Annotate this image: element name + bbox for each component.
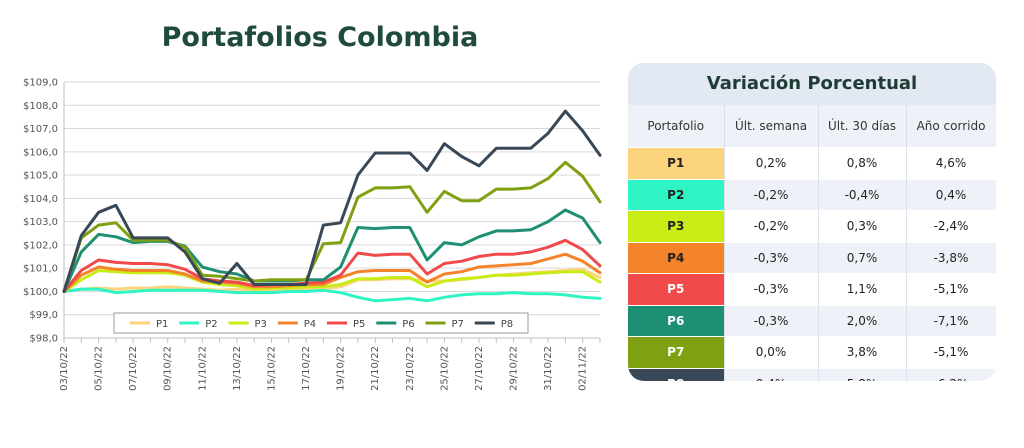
weekly-change-cell: -0,3%	[724, 273, 819, 305]
ytd-change-cell: -3,8%	[906, 241, 996, 274]
variation-table: Portafolio Últ. semana Últ. 30 días Año …	[628, 105, 996, 381]
portfolio-name-cell: P8	[628, 367, 725, 381]
weekly-change-cell: -0,2%	[724, 210, 819, 242]
legend: P1 P2 P3 P4 P5 P6 P7 P8	[113, 312, 529, 334]
table-row: P7 0,0% 3,8% -5,1%	[628, 336, 996, 368]
series-lines	[62, 109, 602, 303]
header-ult-30-dias: Últ. 30 días	[818, 105, 907, 148]
ytd-change-cell: 4,6%	[906, 147, 996, 179]
monthly-change-cell: 0,7%	[818, 241, 907, 274]
table-title: Variación Porcentual	[628, 63, 996, 105]
table-row: P4 -0,3% 0,7% -3,8%	[628, 241, 996, 274]
portfolio-name-cell: P4	[628, 241, 725, 274]
y-tick-label: $102,0	[23, 240, 58, 251]
portfolio-name-cell: P7	[628, 336, 725, 368]
portfolio-name-cell: P3	[628, 210, 725, 242]
legend-label-p2: P2	[205, 319, 217, 330]
x-tick-label: 21/10/22	[370, 346, 381, 391]
x-tick-label: 31/10/22	[543, 346, 554, 391]
y-tick-label: $103,0	[23, 217, 58, 228]
x-tick-label: 15/10/22	[266, 346, 277, 391]
x-tick-label: 11/10/22	[197, 346, 208, 391]
x-tick-label: 05/10/22	[94, 346, 105, 391]
x-tick-label: 07/10/22	[128, 346, 139, 391]
x-tick-label: 09/10/22	[163, 346, 174, 391]
legend-label-p4: P4	[304, 319, 316, 330]
portfolio-name-cell: P5	[628, 273, 725, 305]
table-row: P2 -0,2% -0,4% 0,4%	[628, 178, 996, 211]
monthly-change-cell: 0,8%	[818, 147, 907, 179]
monthly-change-cell: 1,1%	[818, 273, 907, 305]
legend-box	[113, 312, 529, 334]
monthly-change-cell: 2,0%	[818, 304, 907, 337]
series-line-p4	[62, 252, 602, 293]
ytd-change-cell: -5,1%	[906, 273, 996, 305]
portfolio-name-cell: P1	[628, 147, 725, 179]
monthly-change-cell: 5,8%	[818, 367, 907, 381]
monthly-change-cell: 0,3%	[818, 210, 907, 242]
x-tick-label: 13/10/22	[232, 346, 243, 391]
table-row: P5 -0,3% 1,1% -5,1%	[628, 273, 996, 305]
table-row: P6 -0,3% 2,0% -7,1%	[628, 304, 996, 337]
x-tick-label: 25/10/22	[439, 346, 450, 391]
legend-label-p5: P5	[353, 319, 365, 330]
series-line-p8	[62, 109, 602, 293]
ytd-change-cell: -2,4%	[906, 210, 996, 242]
monthly-change-cell: -0,4%	[818, 178, 907, 211]
legend-label-p8: P8	[501, 319, 513, 330]
legend-label-p7: P7	[452, 319, 464, 330]
x-tick-label: 27/10/22	[474, 346, 485, 391]
header-ult-semana: Últ. semana	[724, 105, 819, 148]
portfolio-name-cell: P2	[628, 178, 725, 211]
weekly-change-cell: 0,0%	[724, 336, 819, 368]
series-line-p3	[62, 269, 602, 293]
y-tick-label: $99,0	[29, 310, 58, 321]
x-tick-label: 17/10/22	[301, 346, 312, 391]
weekly-change-cell: -0,2%	[724, 178, 819, 211]
legend-label-p1: P1	[156, 319, 168, 330]
ytd-change-cell: -7,1%	[906, 304, 996, 337]
y-tick-label: $100,0	[23, 287, 58, 298]
weekly-change-cell: 0,2%	[724, 147, 819, 179]
y-tick-label: $108,0	[23, 101, 58, 112]
y-tick-label: $109,0	[23, 78, 58, 89]
series-line-p2	[62, 287, 602, 303]
axes: $98,0 $99,0 $100,0 $101,0 $102,0 $103,0 $104,0…	[23, 78, 601, 391]
table-row: P3 -0,2% 0,3% -2,4%	[628, 210, 996, 242]
weekly-change-cell: -0,3%	[724, 241, 819, 274]
x-tick-label: 02/11/22	[578, 346, 589, 391]
header-ano-corrido: Año corrido	[906, 105, 996, 148]
weekly-change-cell: -0,3%	[724, 304, 819, 337]
table-row: P1 0,2% 0,8% 4,6%	[628, 147, 996, 179]
x-tick-label: 29/10/22	[509, 346, 520, 391]
y-tick-label: $104,0	[23, 194, 58, 205]
ytd-change-cell: -5,1%	[906, 336, 996, 368]
monthly-change-cell: 3,8%	[818, 336, 907, 368]
table-row: P80,4%5,8%-6,2%	[628, 367, 996, 381]
line-chart: $98,0 $99,0 $100,0 $101,0 $102,0 $103,0 $104,0…	[23, 78, 602, 391]
y-tick-label: $105,0	[23, 171, 58, 182]
portfolio-name-cell: P6	[628, 304, 725, 337]
header-portafolio: Portafolio	[628, 105, 725, 148]
x-tick-label: 03/10/22	[59, 346, 70, 391]
y-tick-label: $107,0	[23, 124, 58, 135]
chart-title: Portafolios Colombia	[161, 22, 479, 53]
y-tick-label: $106,0	[23, 147, 58, 158]
y-tick-label: $98,0	[29, 334, 58, 345]
table-header-row: Portafolio Últ. semana Últ. 30 días Año …	[628, 105, 996, 148]
x-tick-label: 19/10/22	[336, 346, 347, 391]
weekly-change-cell: 0,4%	[724, 367, 819, 381]
legend-label-p6: P6	[402, 319, 414, 330]
y-tick-label: $101,0	[23, 264, 58, 275]
ytd-change-cell: -6,2%	[906, 367, 996, 381]
x-tick-label: 23/10/22	[405, 346, 416, 391]
legend-label-p3: P3	[255, 319, 267, 330]
ytd-change-cell: 0,4%	[906, 178, 996, 211]
series-line-p7	[62, 160, 602, 293]
series-line-p5	[62, 238, 602, 293]
variation-table-card: Variación Porcentual Portafolio Últ. sem…	[628, 63, 996, 381]
